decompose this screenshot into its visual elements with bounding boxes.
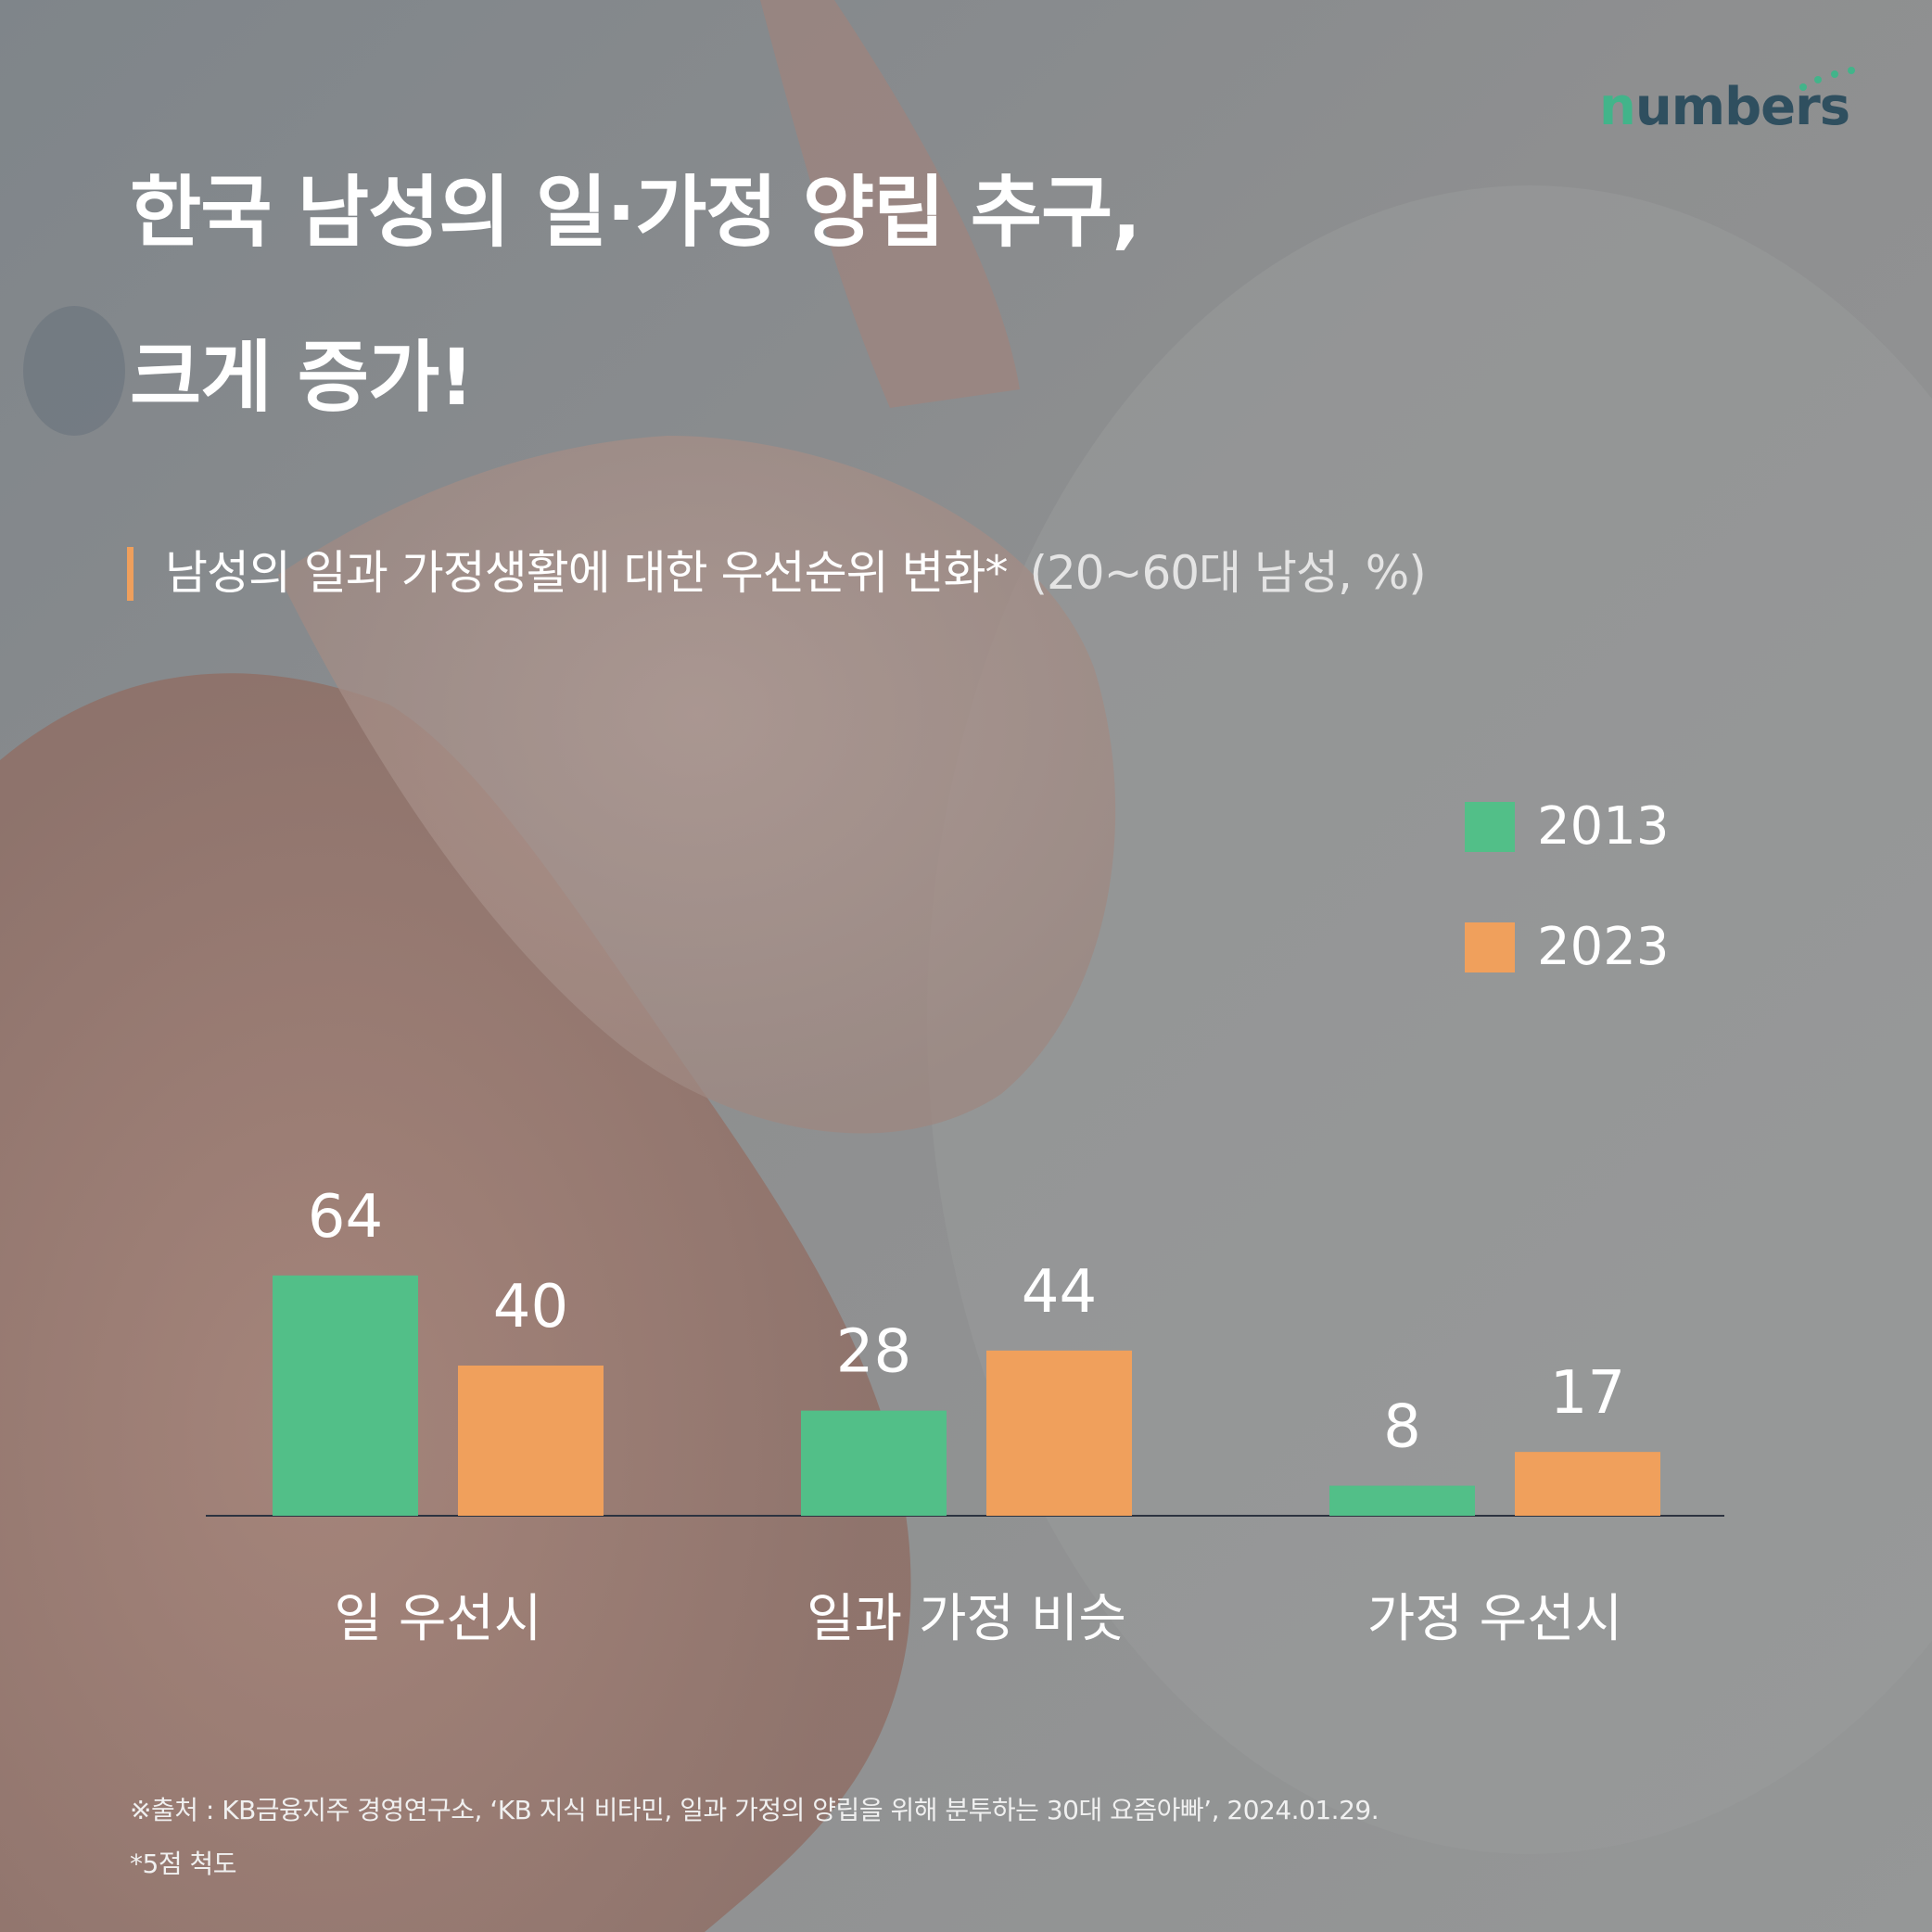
legend-item-2013: 2013 bbox=[1465, 797, 1743, 862]
legend-swatch-2013 bbox=[1465, 802, 1515, 852]
legend-label-2023: 2023 bbox=[1537, 917, 1670, 977]
title-line-2: 크게 증가! bbox=[130, 332, 475, 423]
bar-2023-1 bbox=[458, 1366, 604, 1516]
chart-unit-label: (20~60대 남성, %) bbox=[1029, 546, 1426, 600]
footer-notes: ※출처 : KB금융지주 경영연구소, ‘KB 지식 비타민, 일과 가정의 양… bbox=[130, 1784, 1379, 1891]
data-label-2023-2: 44 bbox=[1022, 1258, 1097, 1327]
source-note: ※출처 : KB금융지주 경영연구소, ‘KB 지식 비타민, 일과 가정의 양… bbox=[130, 1795, 1379, 1825]
bar-2023-3 bbox=[1515, 1452, 1660, 1516]
data-label-2013-1: 64 bbox=[308, 1183, 383, 1252]
subtitle-accent-bar bbox=[127, 547, 133, 601]
chart-subtitle-text: 남성의 일과 가정생활에 대한 우선순위 변화* bbox=[165, 546, 1008, 600]
category-label-3: 가정 우선시 bbox=[1367, 1589, 1622, 1649]
title-line-1: 한국 남성의 일·가정 양립 추구, bbox=[130, 167, 1141, 258]
bar-2023-2 bbox=[986, 1350, 1132, 1516]
category-label-2: 일과 가정 비슷 bbox=[807, 1589, 1126, 1649]
bar-2013-1 bbox=[273, 1275, 418, 1516]
logo-dots-icon bbox=[1799, 67, 1855, 91]
legend-item-2023: 2023 bbox=[1465, 918, 1743, 983]
bar-2013-2 bbox=[801, 1410, 947, 1516]
data-label-2023-1: 40 bbox=[493, 1273, 568, 1341]
scale-note: *5점 척도 bbox=[130, 1849, 237, 1879]
category-label-1: 일 우선시 bbox=[335, 1589, 542, 1649]
bar-2013-3 bbox=[1329, 1485, 1475, 1516]
legend-swatch-2023 bbox=[1465, 922, 1515, 972]
data-label-2013-2: 28 bbox=[836, 1318, 911, 1387]
logo-wordmark: numbers bbox=[1599, 77, 1850, 137]
brand-logo: numbers bbox=[1599, 67, 1868, 141]
legend-label-2013: 2013 bbox=[1537, 796, 1670, 857]
data-label-2023-3: 17 bbox=[1550, 1359, 1625, 1428]
data-label-2013-3: 8 bbox=[1383, 1393, 1421, 1462]
page-title: 한국 남성의 일·가정 양립 추구, 크게 증가! bbox=[130, 130, 1706, 460]
chart-subtitle: 남성의 일과 가정생활에 대한 우선순위 변화* (20~60대 남성, %) bbox=[165, 540, 1427, 606]
